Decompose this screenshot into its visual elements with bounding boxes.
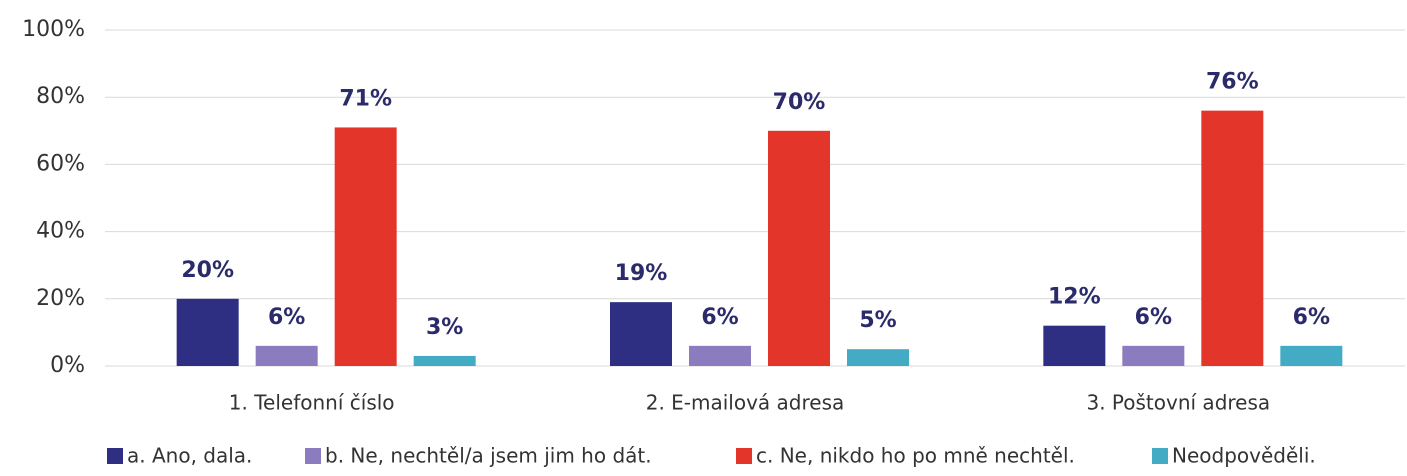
legend-swatch xyxy=(305,448,321,464)
bar xyxy=(1043,325,1106,366)
value-label: 12% xyxy=(1048,285,1101,310)
bar xyxy=(1280,345,1343,366)
bar xyxy=(610,302,672,366)
y-tick-label: 40% xyxy=(36,219,85,244)
y-tick-label: 100% xyxy=(22,17,85,42)
bar xyxy=(689,345,751,366)
value-label: 6% xyxy=(268,305,305,330)
value-label: 3% xyxy=(426,315,463,340)
value-label: 20% xyxy=(181,258,234,283)
value-label: 71% xyxy=(339,86,392,111)
legend-label: Neodpověděli. xyxy=(1172,444,1316,468)
legend-swatch xyxy=(736,448,752,464)
y-tick-label: 80% xyxy=(36,84,85,109)
value-label: 76% xyxy=(1206,70,1259,95)
x-tick-label: 1. Telefonní číslo xyxy=(229,391,395,415)
value-label: 6% xyxy=(701,305,738,330)
y-tick-label: 0% xyxy=(50,353,85,378)
y-tick-label: 20% xyxy=(36,286,85,311)
value-label: 19% xyxy=(615,261,668,286)
legend-swatch xyxy=(1152,448,1168,464)
bar xyxy=(413,355,476,366)
x-tick-label: 3. Poštovní adresa xyxy=(1086,391,1270,415)
value-label: 6% xyxy=(1293,305,1330,330)
value-label: 5% xyxy=(859,308,896,333)
bar xyxy=(1122,345,1185,366)
bar xyxy=(334,127,397,366)
value-label: 70% xyxy=(773,90,826,115)
x-tick-label: 2. E-mailová adresa xyxy=(646,391,845,415)
bar xyxy=(176,298,239,366)
legend-swatch xyxy=(107,448,123,464)
y-tick-label: 60% xyxy=(36,151,85,176)
legend-label: b. Ne, nechtěl/a jsem jim ho dát. xyxy=(325,444,652,468)
legend-label: a. Ano, dala. xyxy=(127,444,252,468)
bar xyxy=(255,345,318,366)
legend-label: c. Ne, nikdo ho po mně nechtěl. xyxy=(756,444,1075,468)
bar xyxy=(847,349,909,366)
value-label: 6% xyxy=(1135,305,1172,330)
bar xyxy=(1201,110,1264,366)
bar xyxy=(768,130,830,366)
